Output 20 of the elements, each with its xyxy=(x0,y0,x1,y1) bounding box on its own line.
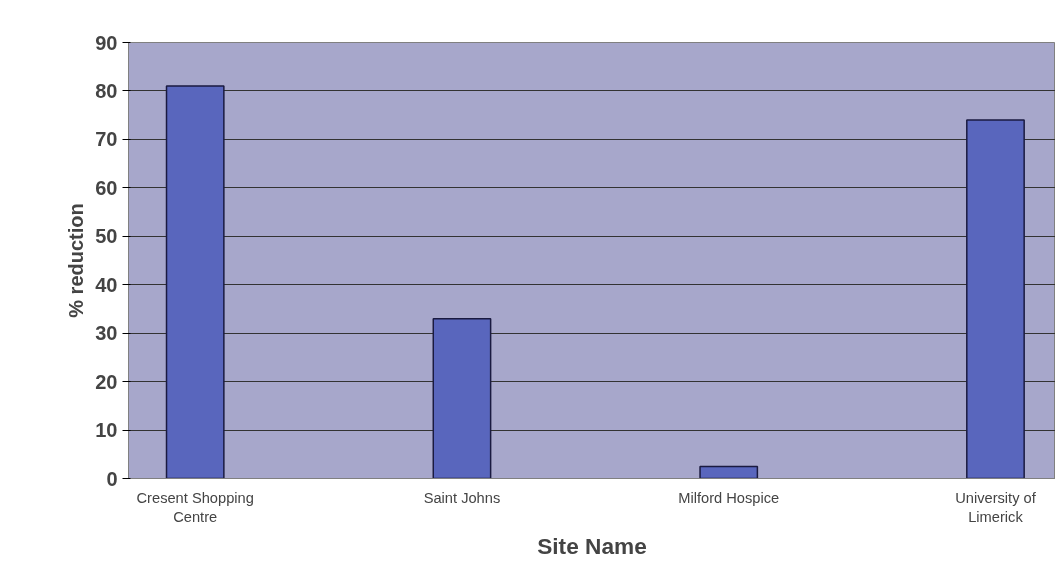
y-tick-label: 10 xyxy=(95,419,118,442)
bar xyxy=(699,465,759,479)
y-tick-label: 30 xyxy=(95,322,118,345)
x-tick-label: Saint Johns xyxy=(423,489,501,506)
x-tick-label: University of Limerick xyxy=(955,489,1037,525)
y-tick-label: 0 xyxy=(106,467,118,490)
y-tick-label: 20 xyxy=(95,370,118,393)
x-tick-label: Milford Hospice xyxy=(678,489,780,506)
bar xyxy=(432,317,492,479)
y-tick-label: 60 xyxy=(95,176,118,199)
x-tick-label: Cresent Shopping Centre xyxy=(136,489,254,525)
x-axis-title: Site Name xyxy=(537,532,647,559)
bar xyxy=(966,119,1025,479)
y-tick-label: 40 xyxy=(95,273,118,296)
y-tick-label: 50 xyxy=(95,225,118,248)
bar xyxy=(165,85,225,479)
y-tick-label: 70 xyxy=(95,128,118,151)
y-tick-label: 90 xyxy=(95,31,118,54)
y-axis-title: % reduction xyxy=(65,203,88,318)
y-tick-label: 80 xyxy=(95,79,118,102)
